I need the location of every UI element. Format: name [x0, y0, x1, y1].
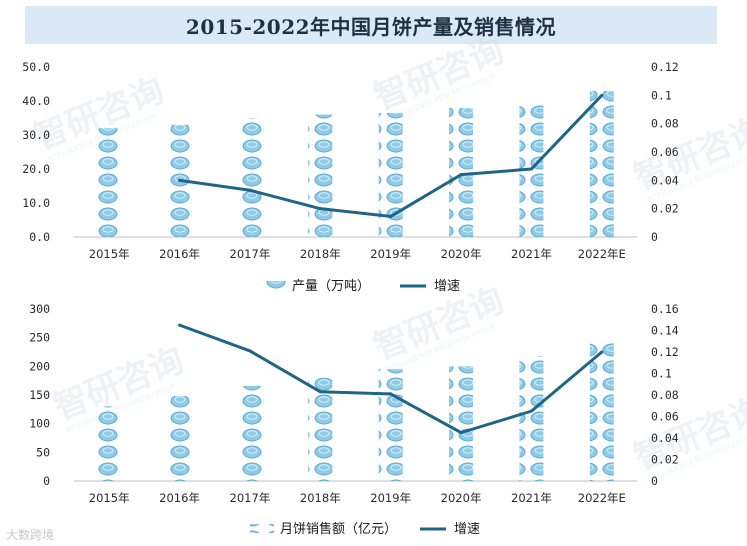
y-right-tick-label: 0.08: [651, 388, 679, 402]
growth-point-4: [389, 214, 393, 218]
y-left-tick-label: 40.0: [22, 94, 50, 108]
x-tick-label: 2020年: [441, 247, 482, 261]
y-left-tick-label: 150: [29, 388, 50, 402]
y-left-tick-label: 250: [29, 331, 50, 345]
growth-point-1: [178, 323, 182, 327]
y-left-tick-label: 0: [43, 474, 50, 488]
growth-point-4: [389, 392, 393, 396]
x-tick-label: 2017年: [230, 491, 271, 505]
y-left-tick-label: 100: [29, 417, 50, 431]
x-tick-label: 2018年: [300, 491, 341, 505]
y-left-tick-label: 300: [29, 302, 50, 316]
x-tick-label: 2019年: [370, 247, 411, 261]
x-tick-label: 2016年: [159, 491, 200, 505]
growth-point-2: [248, 349, 252, 353]
legend: 产量（万吨） 增速: [262, 279, 460, 294]
y-right-tick-label: 0.14: [651, 324, 679, 338]
y-right-tick-label: 0: [651, 474, 658, 488]
bar-2: [237, 118, 262, 237]
bar-4: [378, 369, 403, 481]
y-left-tick-label: 20.0: [22, 162, 50, 176]
bar-0: [97, 128, 122, 237]
legend-line-label: 增速: [454, 522, 480, 537]
bar-5: [449, 107, 474, 237]
growth-point-1: [178, 178, 182, 182]
y-right-tick-label: 0.08: [651, 117, 679, 131]
y-right-tick-label: 0: [651, 230, 658, 244]
y-right-tick-label: 0.06: [651, 410, 679, 424]
legend-line-label: 增速: [434, 279, 460, 294]
y-right-tick-label: 0.04: [651, 431, 679, 445]
y-right-tick-label: 0.12: [651, 60, 679, 74]
legend-bar-swatch: [250, 524, 274, 533]
y-right-tick-label: 0.02: [651, 453, 679, 467]
bar-1: [167, 396, 192, 481]
growth-point-7: [600, 350, 604, 354]
y-left-tick-label: 50: [36, 445, 50, 459]
title-bar: 2015-2022年中国月饼产量及销售情况: [25, 6, 717, 44]
bar-3: [308, 377, 333, 481]
bar-7: [589, 90, 614, 237]
x-tick-label: 2019年: [370, 491, 411, 505]
x-tick-label: 2015年: [89, 247, 130, 261]
y-right-tick-label: 0.16: [651, 302, 679, 316]
growth-point-5: [459, 173, 463, 177]
y-right-tick-label: 0.1: [651, 367, 672, 381]
growth-point-6: [529, 409, 533, 413]
growth-point-3: [318, 390, 322, 394]
x-tick-label: 2017年: [230, 247, 271, 261]
growth-point-5: [459, 431, 463, 435]
y-left-tick-label: 50.0: [22, 60, 50, 74]
footer-watermark: 大数跨境: [6, 528, 55, 542]
bar-2: [237, 385, 262, 481]
x-tick-label: 2015年: [89, 491, 130, 505]
x-tick-label: 2016年: [159, 247, 200, 261]
x-tick-label: 2021年: [511, 491, 552, 505]
growth-point-3: [318, 207, 322, 211]
y-right-tick-label: 0.04: [651, 173, 679, 187]
y-left-tick-label: 30.0: [22, 128, 50, 142]
sales-chart: 0 50 100 150 200 250 300 0 0.02 0.04 0.06 0.08 0.1 0.…: [29, 302, 679, 537]
y-right-tick-label: 0.1: [651, 88, 672, 102]
y-right-tick-label: 0.02: [651, 202, 679, 216]
legend-bar-swatch: [262, 281, 286, 290]
y-right-tick-label: 0.06: [651, 145, 679, 159]
y-right-tick-label: 0.12: [651, 345, 679, 359]
growth-point-2: [248, 188, 252, 192]
bar-3: [308, 114, 333, 237]
y-left-tick-label: 10.0: [22, 196, 50, 210]
x-tick-label: 2022年E: [578, 491, 626, 505]
legend-bar-label: 产量（万吨）: [292, 279, 370, 294]
production-chart: 0.0 10.0 20.0 30.0 40.0 50.0 0 0.02 0.04 0.06 0.08…: [22, 60, 678, 294]
x-tick-label: 2021年: [511, 247, 552, 261]
x-tick-label: 2020年: [441, 491, 482, 505]
legend: 月饼销售额（亿元） 增速: [250, 521, 480, 537]
y-left-tick-label: 0.0: [29, 230, 50, 244]
x-tick-label: 2018年: [300, 247, 341, 261]
bar-6: [519, 356, 544, 481]
bar-0: [97, 406, 122, 481]
growth-point-6: [529, 167, 533, 171]
x-tick-label: 2022年E: [578, 247, 626, 261]
chart-title: 2015-2022年中国月饼产量及销售情况: [185, 14, 557, 39]
growth-point-7: [600, 93, 604, 97]
legend-bar-label: 月饼销售额（亿元）: [280, 521, 397, 537]
bar-4: [378, 112, 403, 237]
bar-5: [449, 366, 474, 481]
bar-7: [589, 343, 614, 481]
y-left-tick-label: 200: [29, 359, 50, 373]
